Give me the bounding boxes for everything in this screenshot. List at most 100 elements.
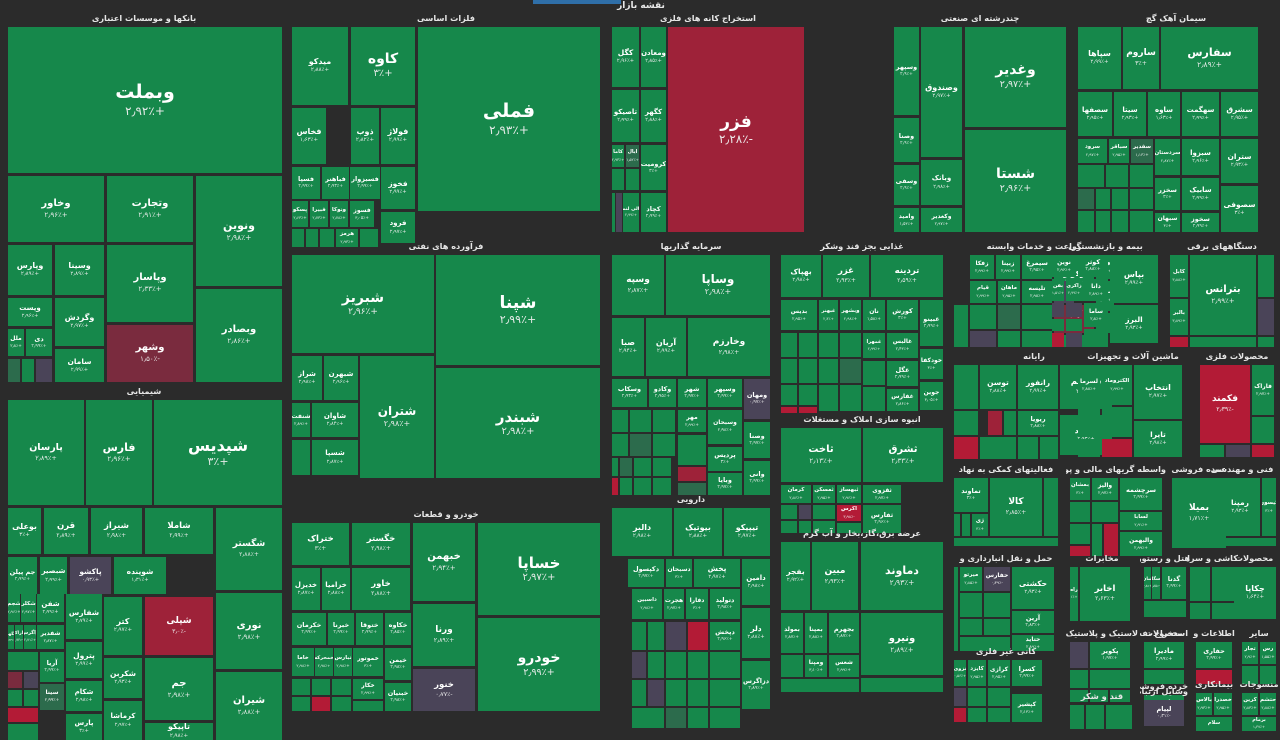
stock-tile[interactable]: شیراز +۲٫۹۸٪ xyxy=(91,508,142,554)
stock-tile[interactable]: کایزد +۲٫۹۵٪ xyxy=(968,660,986,686)
stock-tile[interactable] xyxy=(968,708,986,722)
stock-tile[interactable] xyxy=(360,229,378,247)
stock-tile[interactable]: ستران +۲٫۹۳٪ xyxy=(1221,139,1258,183)
stock-tile[interactable]: کسرا +۲٫۹۹٪ xyxy=(1012,660,1042,686)
stock-tile[interactable] xyxy=(8,724,38,740)
stock-tile[interactable] xyxy=(666,622,686,650)
stock-tile[interactable] xyxy=(1078,189,1094,209)
stock-tile[interactable]: وپارس +۲٫۸۹٪ xyxy=(8,245,52,295)
stock-tile[interactable]: پاکشو +۰٫۹۳٪ xyxy=(70,557,111,594)
stock-tile[interactable] xyxy=(1086,705,1104,729)
stock-tile[interactable] xyxy=(1110,690,1130,702)
stock-tile[interactable]: شفارس +۲٫۷۹٪ xyxy=(66,594,102,639)
stock-tile[interactable]: کگهر +۲٫۸۸٪ xyxy=(641,90,666,142)
stock-tile[interactable]: خکار +۲٫۹۹٪ xyxy=(353,679,383,699)
stock-tile[interactable] xyxy=(970,305,996,329)
stock-tile[interactable] xyxy=(861,678,943,692)
stock-tile[interactable]: حفاری +۲٫۹۹٪ xyxy=(1196,642,1232,668)
stock-tile[interactable]: خبهمن +۲٫۹۴٪ xyxy=(413,523,475,601)
stock-tile[interactable]: شنفت +۲٫۸۹٪ xyxy=(292,403,310,437)
stock-tile[interactable] xyxy=(620,458,632,476)
stock-tile[interactable] xyxy=(1112,189,1128,209)
stock-tile[interactable] xyxy=(1212,567,1234,601)
stock-tile[interactable] xyxy=(1170,337,1188,347)
stock-tile[interactable]: شگستر +۲٫۸۸٪ xyxy=(216,508,282,590)
stock-tile[interactable]: حکشتی +۲٫۹۳٪ xyxy=(1012,567,1054,609)
stock-tile[interactable] xyxy=(1102,439,1132,457)
stock-tile[interactable] xyxy=(332,679,351,695)
stock-tile[interactable] xyxy=(292,679,310,695)
stock-tile[interactable] xyxy=(292,697,310,711)
stock-tile[interactable]: مادیرا +۲٫۹۹٪ xyxy=(1144,642,1184,668)
stock-tile[interactable]: غمهرا +۲٫۹۹٪ xyxy=(863,333,885,358)
stock-tile[interactable] xyxy=(1066,333,1082,347)
stock-tile[interactable] xyxy=(781,359,797,383)
stock-tile[interactable] xyxy=(799,505,811,519)
stock-tile[interactable] xyxy=(819,359,838,383)
stock-tile[interactable] xyxy=(710,652,740,678)
stock-tile[interactable] xyxy=(678,483,706,495)
stock-tile[interactable]: بترانس +۲٫۹۹٪ xyxy=(1190,255,1256,335)
stock-tile[interactable] xyxy=(688,652,708,678)
stock-tile[interactable]: ملل +۲٫۸٪ xyxy=(8,329,24,356)
stock-tile[interactable]: آریان +۲٫۹۹٪ xyxy=(646,318,686,376)
stock-tile[interactable]: وشهر -۱٫۵۰٪ xyxy=(107,325,193,382)
stock-tile[interactable]: وامید +۱٫۵۳٪ xyxy=(894,208,919,232)
stock-tile[interactable] xyxy=(1052,319,1064,331)
stock-tile[interactable]: فبیرا +۲٫۷۳٪ xyxy=(310,201,328,227)
stock-tile[interactable]: ونوکا +۲٫۷۸٪ xyxy=(330,201,348,227)
stock-tile[interactable]: کورش +۳٪ xyxy=(887,300,918,330)
stock-tile[interactable] xyxy=(781,655,803,677)
stock-tile[interactable]: فسپا +۲٫۹۹٪ xyxy=(292,167,320,199)
stock-tile[interactable] xyxy=(612,410,628,432)
stock-tile[interactable]: وسینا +۲٫۸۹٪ xyxy=(55,245,104,295)
stock-tile[interactable]: باراک+۲٫۹۳٪ xyxy=(15,625,23,649)
stock-tile[interactable]: کگهر+۲٫۹۳٪ xyxy=(8,625,14,649)
stock-tile[interactable]: سفدیر +۱٫۱۳٪ xyxy=(1131,139,1153,163)
stock-tile[interactable]: وتجارت +۲٫۹۱٪ xyxy=(107,176,193,242)
stock-tile[interactable] xyxy=(630,410,651,432)
stock-tile[interactable]: وبشهر +۲٫۹۸٪ xyxy=(840,300,861,330)
stock-tile[interactable]: تاصیکو +۲٫۹۹٪ xyxy=(612,90,639,142)
stock-tile[interactable] xyxy=(781,385,797,405)
stock-tile[interactable] xyxy=(666,652,686,678)
stock-tile[interactable]: هرمز +۲٫۹۳٪ xyxy=(336,229,358,247)
stock-tile[interactable] xyxy=(688,708,708,728)
stock-tile[interactable]: شاملا +۲٫۹۹٪ xyxy=(145,508,213,554)
stock-tile[interactable] xyxy=(1130,211,1153,232)
stock-tile[interactable]: ماهان +۲٫۹۵٪ xyxy=(998,281,1020,303)
stock-tile[interactable] xyxy=(1196,670,1232,684)
stock-tile[interactable] xyxy=(632,622,646,650)
stock-tile[interactable]: سیمرغ +۲٫۹۵٪ xyxy=(1022,255,1052,279)
stock-tile[interactable]: سردستان +۲٫۸۷٪ xyxy=(1155,139,1180,175)
stock-tile[interactable]: غزر +۲٫۹۳٪ xyxy=(823,255,869,297)
stock-tile[interactable] xyxy=(960,637,1010,651)
stock-tile[interactable] xyxy=(1106,165,1128,187)
stock-tile[interactable] xyxy=(312,697,330,711)
stock-tile[interactable]: آریا +۲٫۹۹٪ xyxy=(40,652,64,682)
stock-tile[interactable]: ساوه +۱٫۶۳٪ xyxy=(1148,92,1180,136)
stock-tile[interactable]: ثفارس +۲٫۹۶٪ xyxy=(863,505,901,533)
stock-tile[interactable] xyxy=(954,514,960,536)
stock-tile[interactable] xyxy=(1144,601,1186,617)
stock-tile[interactable] xyxy=(998,331,1020,347)
stock-tile[interactable]: سپاها +۲٫۹۹٪ xyxy=(1078,27,1121,89)
stock-tile[interactable] xyxy=(36,359,52,382)
stock-tile[interactable]: زاگرس+۲٫۷۱٪ xyxy=(24,625,36,649)
stock-tile[interactable]: کوثر +۲٫۸۸٪ xyxy=(1078,255,1108,277)
stock-tile[interactable] xyxy=(678,435,706,465)
stock-tile[interactable]: فخاس +۱٫۶۳٪ xyxy=(292,108,326,164)
stock-tile[interactable] xyxy=(1052,333,1064,347)
stock-tile[interactable]: کالا +۲٫۸۵٪ xyxy=(990,478,1042,536)
stock-tile[interactable] xyxy=(688,622,708,650)
stock-tile[interactable]: دی +۲٫۹۹٪ xyxy=(26,329,52,356)
stock-tile[interactable] xyxy=(954,411,978,435)
stock-tile[interactable]: سابیک +۲٫۹۹٪ xyxy=(1182,178,1219,210)
stock-tile[interactable]: کگل +۲٫۹۶٪ xyxy=(612,27,639,87)
stock-tile[interactable] xyxy=(653,478,671,495)
stock-tile[interactable]: بالاس +۲٫۹۳٪ xyxy=(1196,693,1212,715)
stock-tile[interactable]: وصنا +۲٫۹٪ xyxy=(894,118,919,162)
stock-tile[interactable]: البرز +۲٫۹۳٪ xyxy=(1110,305,1158,343)
stock-tile[interactable] xyxy=(1242,666,1258,684)
stock-tile[interactable]: شپلی -۳٫۰٪ xyxy=(145,597,213,655)
